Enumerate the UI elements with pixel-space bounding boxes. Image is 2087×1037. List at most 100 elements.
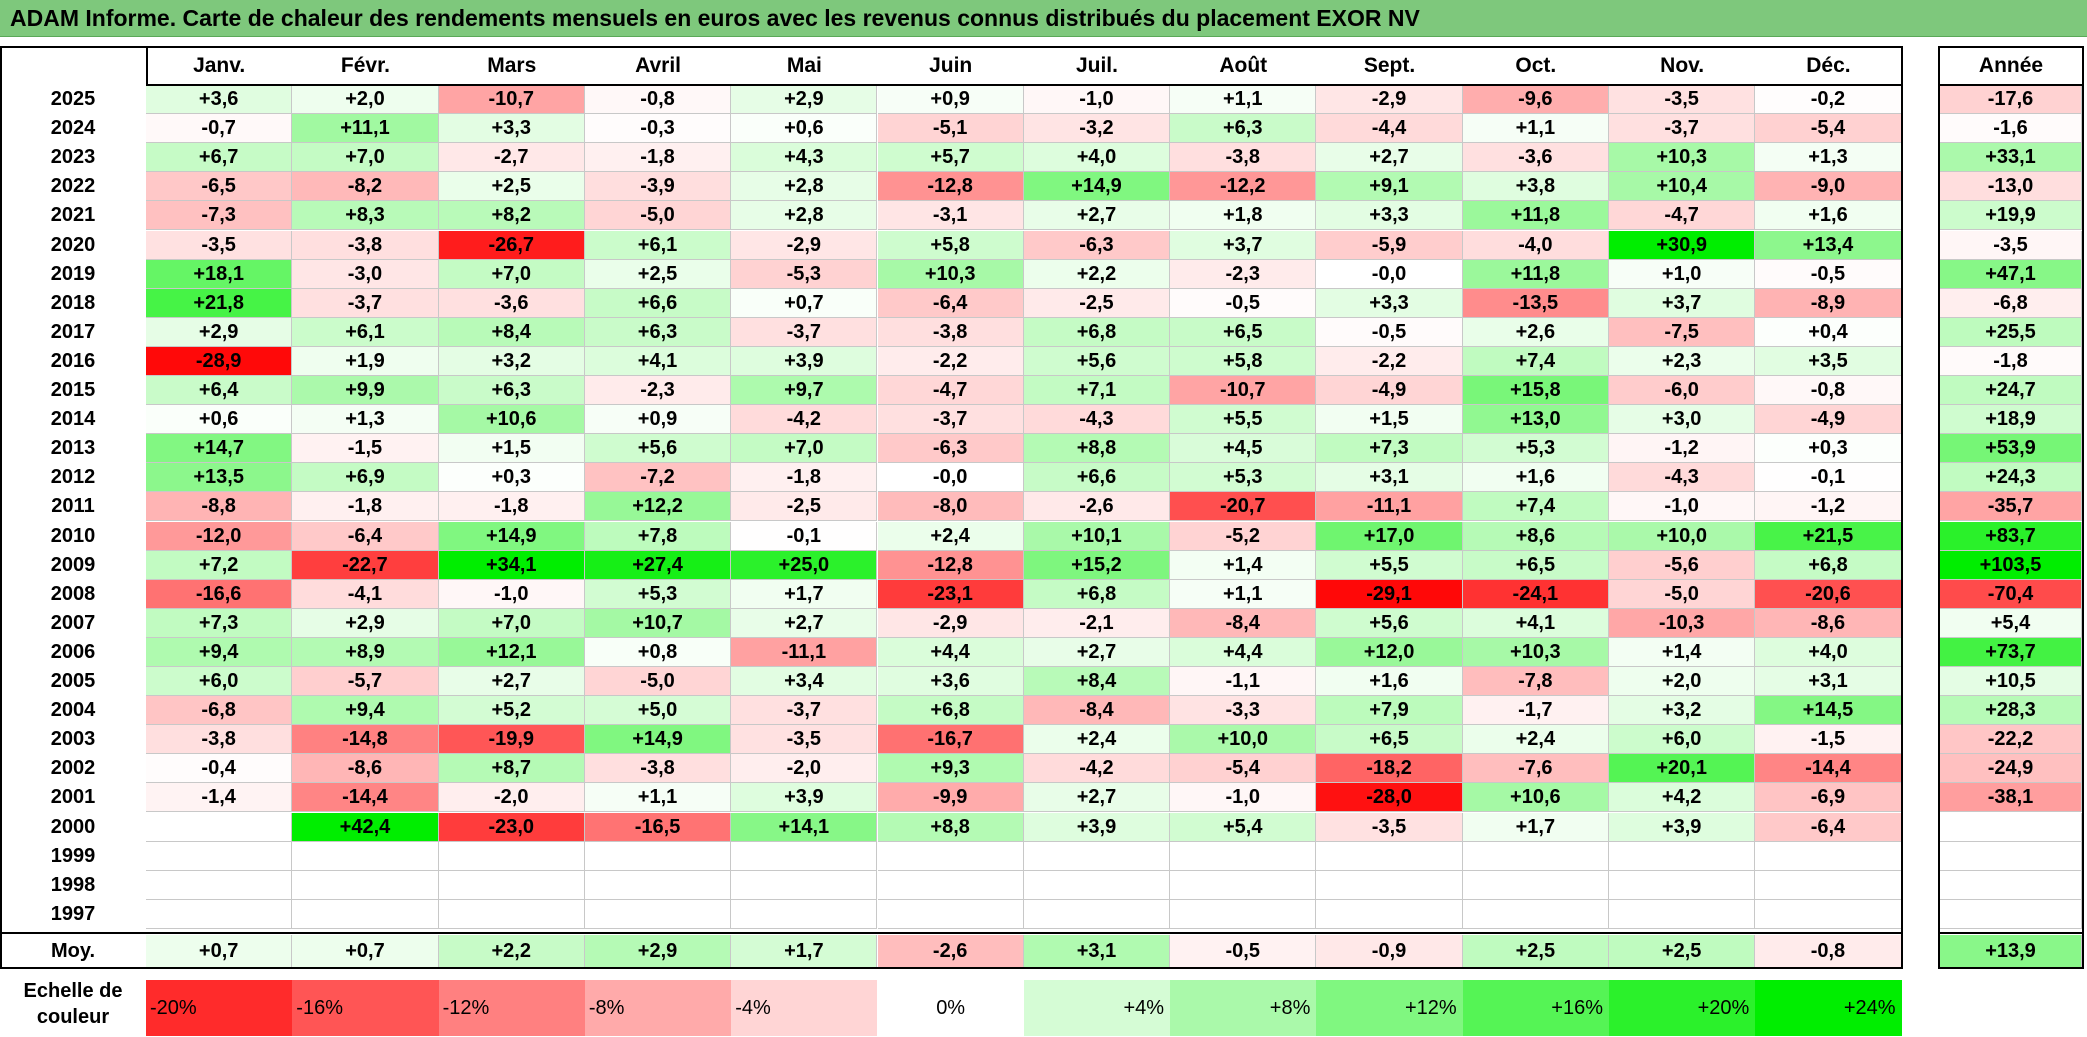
heatmap-cell xyxy=(584,841,732,871)
heatmap-cell: -1,7 xyxy=(1462,696,1609,726)
heatmap-cell: -1,8 xyxy=(438,492,585,522)
year-label: 2015 xyxy=(50,379,96,401)
heatmap-cell: -3,6 xyxy=(1462,143,1609,173)
heatmap-cell: +6,4 xyxy=(146,376,293,406)
heatmap-cell: +12,1 xyxy=(438,637,585,667)
year-label: 2013 xyxy=(50,437,96,460)
heatmap-cell: -1,2 xyxy=(1609,434,1756,464)
heatmap-cell: +4,2 xyxy=(1609,783,1756,813)
annual-cell: -6,8 xyxy=(1940,288,2082,318)
month-header: Déc. xyxy=(1806,54,1851,77)
heatmap-cell xyxy=(438,841,585,871)
month-header: Juil. xyxy=(1075,54,1118,77)
heatmap-cell xyxy=(1170,841,1317,871)
heatmap-cell: +27,4 xyxy=(584,550,732,580)
heatmap-cell: +5,5 xyxy=(1316,550,1463,580)
heatmap-cell: -8,6 xyxy=(292,754,439,784)
heatmap-cell: -5,9 xyxy=(1316,230,1463,260)
heatmap-cell: -14,8 xyxy=(292,725,439,755)
heatmap-cell xyxy=(1316,841,1463,871)
color-scale-swatch: -8% xyxy=(584,980,732,1036)
heatmap-cell: +4,3 xyxy=(731,143,878,173)
annual-cell: +73,7 xyxy=(1940,637,2082,667)
annual-cell: +24,3 xyxy=(1940,463,2082,493)
heatmap-cell: -10,7 xyxy=(438,85,585,115)
heatmap-cell: -6,5 xyxy=(146,172,293,202)
heatmap-cell: -2,6 xyxy=(1023,492,1171,522)
average-cell: +2,5 xyxy=(1462,935,1609,968)
heatmap-cell: -6,4 xyxy=(292,521,439,551)
annual-cell: -22,2 xyxy=(1940,725,2082,755)
year-label: 2010 xyxy=(50,524,96,547)
heatmap-cell: +6,6 xyxy=(584,288,732,318)
heatmap-cell: +3,2 xyxy=(1609,696,1756,726)
heatmap-cell: -5,1 xyxy=(877,114,1024,144)
heatmap-cell: +6,6 xyxy=(1023,463,1171,493)
heatmap-cell: -0,7 xyxy=(146,114,293,144)
heatmap-cell: -3,8 xyxy=(146,725,293,755)
heatmap-cell: -7,2 xyxy=(584,463,732,493)
heatmap-cell: -0,1 xyxy=(1755,463,1902,493)
color-scale-swatch: -20% xyxy=(146,980,293,1036)
heatmap-cell: -0,5 xyxy=(1316,317,1463,347)
heatmap-cell: -4,9 xyxy=(1316,376,1463,406)
heatmap-cell: +4,0 xyxy=(1023,143,1171,173)
heatmap-cell: +2,4 xyxy=(1462,725,1609,755)
heatmap-cell: +8,7 xyxy=(438,754,585,784)
heatmap-cell xyxy=(1755,899,1902,929)
heatmap-cell: +3,7 xyxy=(1170,230,1317,260)
heatmap-cell: +6,0 xyxy=(1609,725,1756,755)
heatmap-cell: +5,4 xyxy=(1170,812,1317,842)
heatmap-cell: -26,7 xyxy=(438,230,585,260)
heatmap-cell xyxy=(1462,841,1609,871)
heatmap-cell: +1,3 xyxy=(1755,143,1902,173)
heatmap-cell: -2,5 xyxy=(731,492,878,522)
heatmap-cell: -16,6 xyxy=(146,579,293,609)
annual-cell: -17,6 xyxy=(1940,85,2082,115)
heatmap-cell: -0,5 xyxy=(1755,259,1902,289)
average-cell: -0,5 xyxy=(1170,935,1317,968)
year-label: 2005 xyxy=(50,670,96,692)
heatmap-cell: -4,0 xyxy=(1462,230,1609,260)
heatmap-cell: -1,5 xyxy=(1755,725,1902,755)
heatmap-cell xyxy=(877,870,1024,900)
heatmap-cell: -13,5 xyxy=(1462,288,1609,318)
heatmap-cell: +0,3 xyxy=(1755,434,1902,464)
heatmap-cell: -1,8 xyxy=(731,463,878,493)
heatmap-cell: +21,8 xyxy=(146,288,293,318)
month-header: Mars xyxy=(487,54,537,77)
heatmap-cell: -2,2 xyxy=(1316,346,1463,376)
heatmap-cell: -28,0 xyxy=(1316,783,1463,813)
heatmap-cell: -22,7 xyxy=(292,550,439,580)
average-label: Moy. xyxy=(50,940,96,962)
heatmap-cell: -1,0 xyxy=(1023,85,1171,115)
heatmap-cell: +6,8 xyxy=(1023,579,1171,609)
heatmap-cell: -14,4 xyxy=(292,783,439,813)
heatmap-cell: +18,1 xyxy=(146,259,293,289)
heatmap-cell: +7,8 xyxy=(584,521,732,551)
heatmap-cell: -2,5 xyxy=(1023,288,1171,318)
heatmap-cell: -5,4 xyxy=(1170,754,1317,784)
heatmap-cell: +1,4 xyxy=(1170,550,1317,580)
heatmap-cell: +7,9 xyxy=(1316,696,1463,726)
year-label: 2017 xyxy=(50,320,96,343)
heatmap-cell xyxy=(584,899,732,929)
heatmap-cell: +2,9 xyxy=(146,317,293,347)
heatmap-cell: +3,3 xyxy=(1316,201,1463,231)
heatmap-cell xyxy=(1609,870,1756,900)
heatmap-cell: -16,7 xyxy=(877,725,1024,755)
heatmap-cell: -1,4 xyxy=(146,783,293,813)
heatmap-cell: -9,0 xyxy=(1755,172,1902,202)
heatmap-cell xyxy=(1755,841,1902,871)
heatmap-cell: +2,7 xyxy=(438,667,585,697)
heatmap-cell: -5,6 xyxy=(1609,550,1756,580)
heatmap-cell: -4,4 xyxy=(1316,114,1463,144)
heatmap-cell: +2,5 xyxy=(438,172,585,202)
heatmap-cell: +1,8 xyxy=(1170,201,1317,231)
heatmap-cell: -12,8 xyxy=(877,172,1024,202)
heatmap-cell: +10,3 xyxy=(1462,637,1609,667)
heatmap-cell: +5,3 xyxy=(1170,463,1317,493)
annual-cell: -35,7 xyxy=(1940,492,2082,522)
heatmap-cell: -0,3 xyxy=(584,114,732,144)
heatmap-cell: +7,1 xyxy=(1023,376,1171,406)
